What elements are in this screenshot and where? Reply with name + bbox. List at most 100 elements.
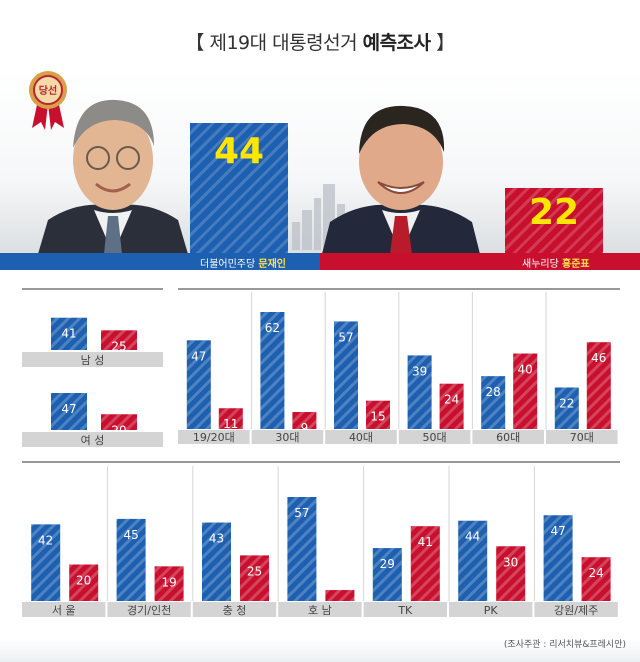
age-data-label-red-3: 24 [444, 393, 459, 407]
region-data-label-blue-4: 29 [380, 557, 395, 571]
region-bar-blue-2 [202, 522, 231, 601]
region-bar-hatch-red-1 [154, 566, 184, 601]
gender-category-label-1-bg [22, 432, 163, 447]
region-category-label-2-bg [192, 602, 277, 617]
region-bar-red-0 [69, 564, 99, 601]
region-bar-red-5 [496, 546, 526, 601]
candidate-name-hong: 홍준표 [562, 259, 590, 270]
age-data-label-blue-3: 39 [412, 364, 427, 378]
gender-bar-hatch-red-0 [101, 330, 137, 350]
gender-bar-blue-1 [51, 393, 87, 430]
age-bar-hatch-blue-5 [554, 387, 579, 429]
age-bar-hatch-blue-0 [186, 340, 211, 429]
region-bar-red-1 [154, 566, 184, 601]
gender-bar-hatch-blue-1 [51, 393, 87, 430]
region-bar-blue-6 [543, 515, 573, 601]
portrait-smile [95, 182, 131, 193]
region-data-label-blue-0: 42 [38, 533, 53, 547]
region-data-label-blue-1: 45 [123, 528, 138, 542]
age-bar-hatch-red-5 [586, 342, 611, 429]
age-category-label-2: 40대 [349, 431, 373, 444]
region-data-label-red-5: 30 [503, 555, 518, 569]
age-category-label-0: 19/20대 [193, 431, 235, 444]
age-bar-hatch-red-3 [439, 383, 464, 429]
region-bar-red-6 [581, 557, 611, 601]
age-data-label-red-2: 15 [370, 410, 385, 424]
gender-bar-hatch-blue-0 [51, 317, 87, 350]
region-bar-hatch-red-5 [496, 546, 526, 601]
age-category-label-4: 60대 [496, 431, 520, 444]
portrait-tie [104, 216, 122, 254]
age-data-label-blue-4: 28 [486, 385, 501, 399]
portrait-face [359, 114, 443, 210]
age-bar-blue-3 [407, 355, 432, 429]
candidate-value-hong: 22 [528, 192, 580, 233]
region-bar-hatch-red-0 [69, 564, 99, 601]
region-category-label-1-bg [107, 602, 191, 617]
gender-bar-hatch-red-1 [101, 414, 137, 430]
age-data-label-red-5: 46 [591, 351, 606, 365]
badge-label: 당선 [39, 84, 57, 97]
gender-data-label-red-1: 20 [111, 423, 126, 437]
region-category-label-0: 서 울 [52, 604, 76, 617]
gender-data-label-red-0: 25 [111, 339, 126, 353]
age-category-label-3-bg [398, 430, 471, 444]
age-data-label-red-0: 11 [223, 417, 238, 431]
age-bar-hatch-red-0 [218, 408, 243, 429]
region-bar-red-4 [410, 526, 440, 601]
region-data-label-red-2: 25 [247, 564, 262, 578]
region-bar-hatch-blue-1 [116, 518, 146, 601]
portrait-glasses-left [86, 146, 110, 170]
age-bar-blue-4 [481, 376, 506, 429]
age-bar-blue-1 [260, 312, 285, 429]
region-category-label-1: 경기/인천 [127, 603, 171, 617]
gender-bar-red-1 [101, 414, 137, 430]
gender-data-label-blue-0: 41 [61, 327, 76, 341]
region-bar-red-3 [325, 590, 355, 601]
region-data-label-red-6: 24 [588, 566, 603, 580]
party-band-red [320, 253, 640, 270]
region-bar-blue-3 [287, 497, 317, 601]
age-category-label-2-bg [325, 430, 397, 444]
region-data-label-red-1: 19 [161, 575, 176, 589]
title-main: 제19대 대통령선거 [209, 32, 358, 54]
region-category-label-5-bg [449, 602, 533, 617]
region-bar-blue-0 [31, 524, 61, 601]
age-bar-red-1 [292, 412, 317, 429]
region-category-label-3: 호 남 [308, 604, 332, 617]
winner-badge-icon: 당선 [29, 71, 67, 130]
age-data-label-blue-0: 47 [191, 349, 206, 363]
region-bar-red-2 [240, 555, 269, 601]
region-bar-hatch-blue-5 [458, 520, 488, 601]
age-bar-blue-2 [334, 321, 358, 429]
region-bar-hatch-blue-3 [287, 497, 317, 601]
candidate-party-hong: 새누리당 [522, 259, 559, 270]
title-bracket-open: 【 [185, 32, 204, 54]
gender-bar-red-0 [101, 330, 137, 350]
region-category-label-3-bg [278, 602, 362, 617]
age-data-label-blue-1: 62 [265, 321, 280, 335]
age-category-label-5-bg [546, 430, 618, 444]
region-bar-hatch-red-4 [410, 526, 440, 601]
region-bar-blue-5 [458, 520, 488, 601]
region-category-label-6: 강원/제주 [554, 604, 598, 617]
region-category-label-2: 충 청 [223, 604, 247, 617]
age-bar-hatch-blue-3 [407, 355, 432, 429]
skyline-building [292, 222, 300, 250]
age-bar-red-4 [513, 353, 538, 429]
age-category-label-3: 50대 [423, 431, 447, 444]
portrait-smile [377, 181, 425, 194]
region-data-label-blue-3: 57 [294, 506, 309, 520]
region-bar-blue-4 [372, 548, 402, 601]
age-category-label-4-bg [472, 430, 544, 444]
region-bar-hatch-blue-4 [372, 548, 402, 601]
age-data-label-blue-2: 57 [338, 330, 353, 344]
candidate-party-moon: 더불어민주당 [200, 259, 256, 270]
title-bold: 예측조사 [362, 32, 431, 54]
skyline-building [302, 210, 312, 250]
region-category-label-6-bg [534, 602, 618, 617]
candidate-name-moon: 문재인 [258, 259, 286, 270]
age-bar-hatch-blue-4 [481, 376, 506, 429]
region-bar-hatch-red-6 [581, 557, 611, 601]
region-data-label-blue-2: 43 [209, 532, 224, 546]
